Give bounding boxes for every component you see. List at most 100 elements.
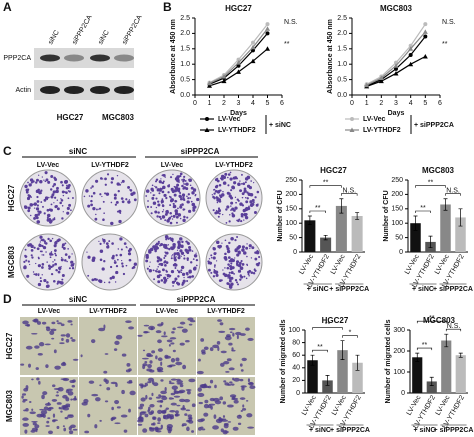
colony-dot (102, 218, 105, 221)
colony-dot (53, 259, 56, 261)
colony-dot (65, 191, 68, 194)
colony-dot (166, 219, 170, 223)
cell (147, 377, 154, 382)
group-label: + siPPP2CA (433, 286, 473, 293)
colony-dot (41, 274, 43, 276)
colony-dot (41, 254, 43, 256)
cell (222, 430, 228, 435)
colony-dot (126, 247, 128, 249)
colony-dot (222, 181, 227, 185)
legend-label: LV-YTHDF2 (218, 127, 256, 134)
cell (152, 416, 156, 420)
colony-dot (185, 241, 187, 243)
cell (166, 339, 173, 343)
y-tick-label: 0.0 (337, 92, 347, 99)
colony-dot (157, 240, 160, 243)
cell (141, 357, 149, 360)
colony-dot (60, 281, 64, 285)
bar (320, 237, 332, 252)
cell (24, 324, 30, 327)
cell (233, 377, 240, 382)
bar (304, 220, 316, 252)
cell (28, 401, 32, 403)
cell (115, 382, 118, 388)
annotation: ** (429, 315, 435, 322)
condition-label: LV-YTHDF2 (215, 162, 253, 169)
colony-dot (152, 269, 155, 272)
colony-dot (241, 196, 244, 199)
colony-dot (227, 277, 229, 279)
colony-dot (237, 219, 240, 223)
colony-dot (183, 215, 186, 219)
colony-dot (58, 268, 61, 271)
cell (22, 422, 29, 427)
colony-dot (158, 263, 161, 266)
cell (238, 414, 241, 417)
colony-dot (85, 189, 89, 193)
y-tick-label: 80 (292, 339, 300, 346)
cell (163, 331, 166, 336)
colony-dot (37, 213, 40, 216)
cell (32, 319, 38, 323)
legend-marker (350, 117, 354, 121)
cell (168, 380, 172, 383)
colony-dot (119, 212, 122, 215)
colony-dot (156, 256, 159, 259)
colony-dot (145, 255, 149, 259)
colony-dot (119, 237, 123, 241)
cell (169, 337, 177, 340)
colony-dot (62, 211, 64, 213)
cell (99, 384, 102, 387)
condition-label: LV-Vec (161, 162, 184, 169)
colony-dot (37, 188, 40, 192)
colony-dot (95, 213, 97, 216)
cell (167, 429, 172, 434)
colony-dot (170, 246, 173, 250)
cell (57, 322, 62, 325)
colony-dot (52, 264, 55, 267)
point (364, 82, 370, 88)
colony-dot (121, 265, 124, 268)
colony-dot (92, 207, 96, 211)
colony-dot (196, 197, 200, 202)
cell (214, 384, 217, 389)
colony-dot (42, 245, 47, 250)
cell (74, 395, 77, 400)
colony-dot (103, 260, 106, 263)
cell (71, 339, 76, 342)
colony-dot (151, 189, 155, 192)
colony-dot (238, 261, 242, 265)
colony-dot (160, 274, 162, 277)
colony-dot (157, 265, 159, 268)
cell (222, 401, 227, 405)
colony-dot (132, 191, 136, 195)
cell (231, 347, 234, 351)
colony-dot (99, 242, 102, 245)
colony-dot (56, 186, 59, 190)
cell (140, 411, 147, 413)
cell (114, 422, 121, 425)
colony-dot (177, 188, 180, 191)
cell (224, 335, 232, 341)
cell (191, 403, 196, 408)
colony-dot (165, 236, 169, 240)
point (422, 54, 428, 59)
chart-title: MGC803 (422, 166, 455, 175)
colony-dot (160, 243, 164, 247)
colony-dot (111, 242, 114, 245)
cell (153, 382, 159, 387)
cell (56, 391, 59, 394)
colony-dot (182, 180, 185, 183)
colony-dot (70, 260, 74, 264)
cell (49, 330, 55, 336)
colony-dot (231, 266, 235, 270)
colony-dot (156, 259, 160, 263)
colony-dot (156, 274, 161, 279)
colony-dot (186, 216, 189, 219)
cell (148, 406, 151, 411)
cell (148, 397, 153, 400)
colony-dot (179, 195, 182, 199)
colony-dot (228, 220, 231, 223)
x-axis-label: Days (230, 110, 247, 117)
bar (410, 223, 421, 252)
